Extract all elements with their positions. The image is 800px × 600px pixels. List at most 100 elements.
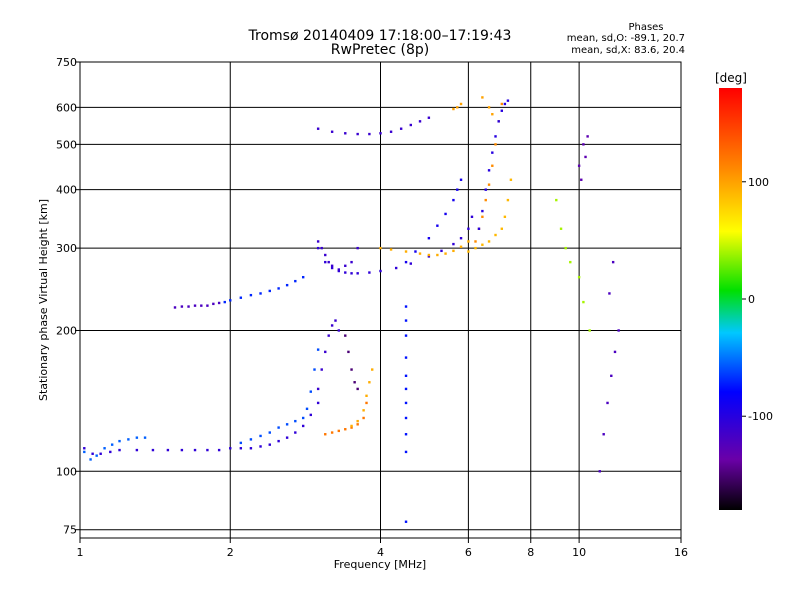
data-point	[259, 434, 262, 438]
data-point	[95, 454, 98, 457]
data-point	[350, 426, 353, 429]
data-point	[151, 448, 155, 452]
x-tick-label: 10	[572, 546, 586, 559]
data-point	[452, 249, 455, 253]
data-point	[404, 260, 408, 264]
data-point	[239, 447, 243, 450]
y-tick-label: 200	[56, 324, 77, 337]
data-point	[452, 242, 455, 246]
data-point	[324, 433, 327, 436]
data-point	[285, 283, 289, 287]
data-point	[427, 255, 431, 258]
data-point	[118, 439, 121, 443]
data-point	[91, 452, 94, 455]
data-point	[606, 401, 609, 405]
data-point	[559, 227, 563, 230]
data-point	[337, 268, 341, 271]
data-point	[217, 448, 221, 452]
data-point	[200, 304, 203, 307]
data-point	[83, 450, 86, 454]
data-point	[444, 212, 447, 216]
data-point	[494, 233, 497, 237]
data-point	[330, 130, 334, 133]
y-tick-label: 750	[56, 56, 77, 69]
data-point	[344, 428, 347, 431]
y-axis: 75 100 200 300 400 500 600 750	[56, 56, 80, 537]
data-point	[368, 271, 371, 274]
data-point	[347, 350, 350, 354]
x-axis: 1 2 4 6 8 10 16	[77, 538, 688, 559]
data-point	[487, 106, 491, 109]
data-point	[404, 356, 408, 359]
data-point	[330, 264, 334, 267]
x-tick-label: 4	[377, 546, 384, 559]
data-point	[500, 109, 504, 112]
data-point	[598, 470, 601, 473]
data-point	[456, 188, 459, 191]
y-tick-label: 400	[56, 184, 77, 197]
stats-line-o: mean, sd,O: -89.1, 20.7	[567, 33, 685, 44]
data-point	[344, 271, 347, 274]
data-point	[320, 368, 323, 371]
data-point	[268, 289, 271, 293]
data-point	[127, 438, 130, 441]
data-point	[477, 227, 481, 230]
data-point	[268, 431, 271, 434]
data-point	[249, 293, 253, 297]
y-tick-label: 100	[56, 465, 77, 478]
data-point	[337, 269, 341, 273]
data-point	[316, 401, 320, 405]
data-point	[223, 300, 226, 304]
data-point	[491, 151, 494, 154]
data-point	[277, 439, 280, 443]
data-point	[173, 306, 177, 309]
data-point	[610, 374, 613, 378]
data-point	[491, 113, 494, 116]
data-point	[365, 401, 368, 405]
data-point	[365, 394, 368, 398]
data-point	[444, 252, 447, 255]
x-tick-label: 2	[227, 546, 234, 559]
data-point	[613, 350, 617, 354]
y-tick-label: 500	[56, 138, 77, 151]
data-point	[356, 272, 359, 275]
data-point	[356, 387, 359, 391]
data-point	[277, 287, 280, 290]
data-point	[337, 329, 341, 332]
data-point	[404, 450, 408, 454]
data-point	[467, 250, 470, 253]
data-point	[503, 102, 507, 106]
data-point	[611, 260, 615, 264]
data-point	[427, 237, 431, 240]
data-point	[330, 266, 334, 270]
data-point	[294, 419, 297, 423]
data-point	[118, 448, 121, 452]
data-point	[344, 132, 347, 135]
data-point	[484, 188, 487, 191]
data-point	[135, 436, 139, 439]
data-point	[99, 452, 102, 455]
data-point	[577, 275, 581, 279]
data-point	[229, 299, 232, 302]
data-point	[481, 209, 484, 213]
data-point	[474, 246, 477, 250]
data-point	[459, 237, 463, 240]
data-point	[344, 334, 347, 337]
data-point	[212, 302, 215, 306]
data-point	[481, 215, 484, 219]
data-point	[305, 407, 309, 411]
data-point	[356, 419, 359, 423]
data-point	[353, 381, 356, 384]
data-point	[452, 107, 455, 111]
data-point	[588, 329, 591, 332]
data-point	[285, 436, 289, 439]
data-point	[506, 99, 510, 102]
data-point	[404, 401, 408, 405]
data-point	[436, 224, 439, 227]
data-point	[330, 324, 334, 327]
data-point	[500, 227, 504, 230]
data-point	[404, 433, 408, 436]
data-point	[239, 296, 243, 299]
data-point	[135, 448, 139, 452]
colorbar-tick-label: -100	[748, 410, 773, 423]
